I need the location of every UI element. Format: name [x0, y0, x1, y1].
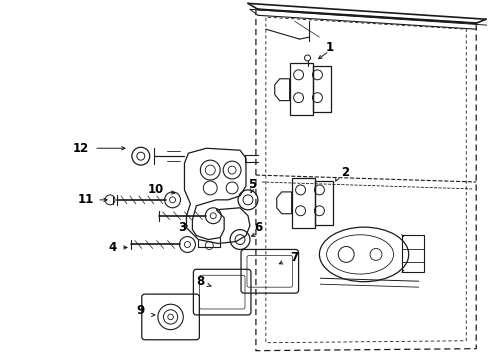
Bar — [312, 66, 331, 112]
Text: 8: 8 — [196, 275, 204, 288]
Text: 12: 12 — [73, 142, 89, 155]
Text: 10: 10 — [147, 184, 163, 197]
Text: 9: 9 — [137, 305, 144, 318]
Text: 5: 5 — [247, 179, 256, 192]
Bar — [401, 235, 423, 272]
Bar — [291, 178, 314, 228]
Text: 1: 1 — [325, 41, 333, 54]
Bar — [314, 181, 333, 225]
Text: 11: 11 — [78, 193, 94, 206]
Bar — [289, 63, 312, 114]
Text: 3: 3 — [178, 221, 186, 234]
Text: 2: 2 — [341, 166, 348, 179]
Text: 7: 7 — [290, 251, 298, 264]
Text: 6: 6 — [253, 221, 262, 234]
Text: 4: 4 — [109, 241, 117, 254]
